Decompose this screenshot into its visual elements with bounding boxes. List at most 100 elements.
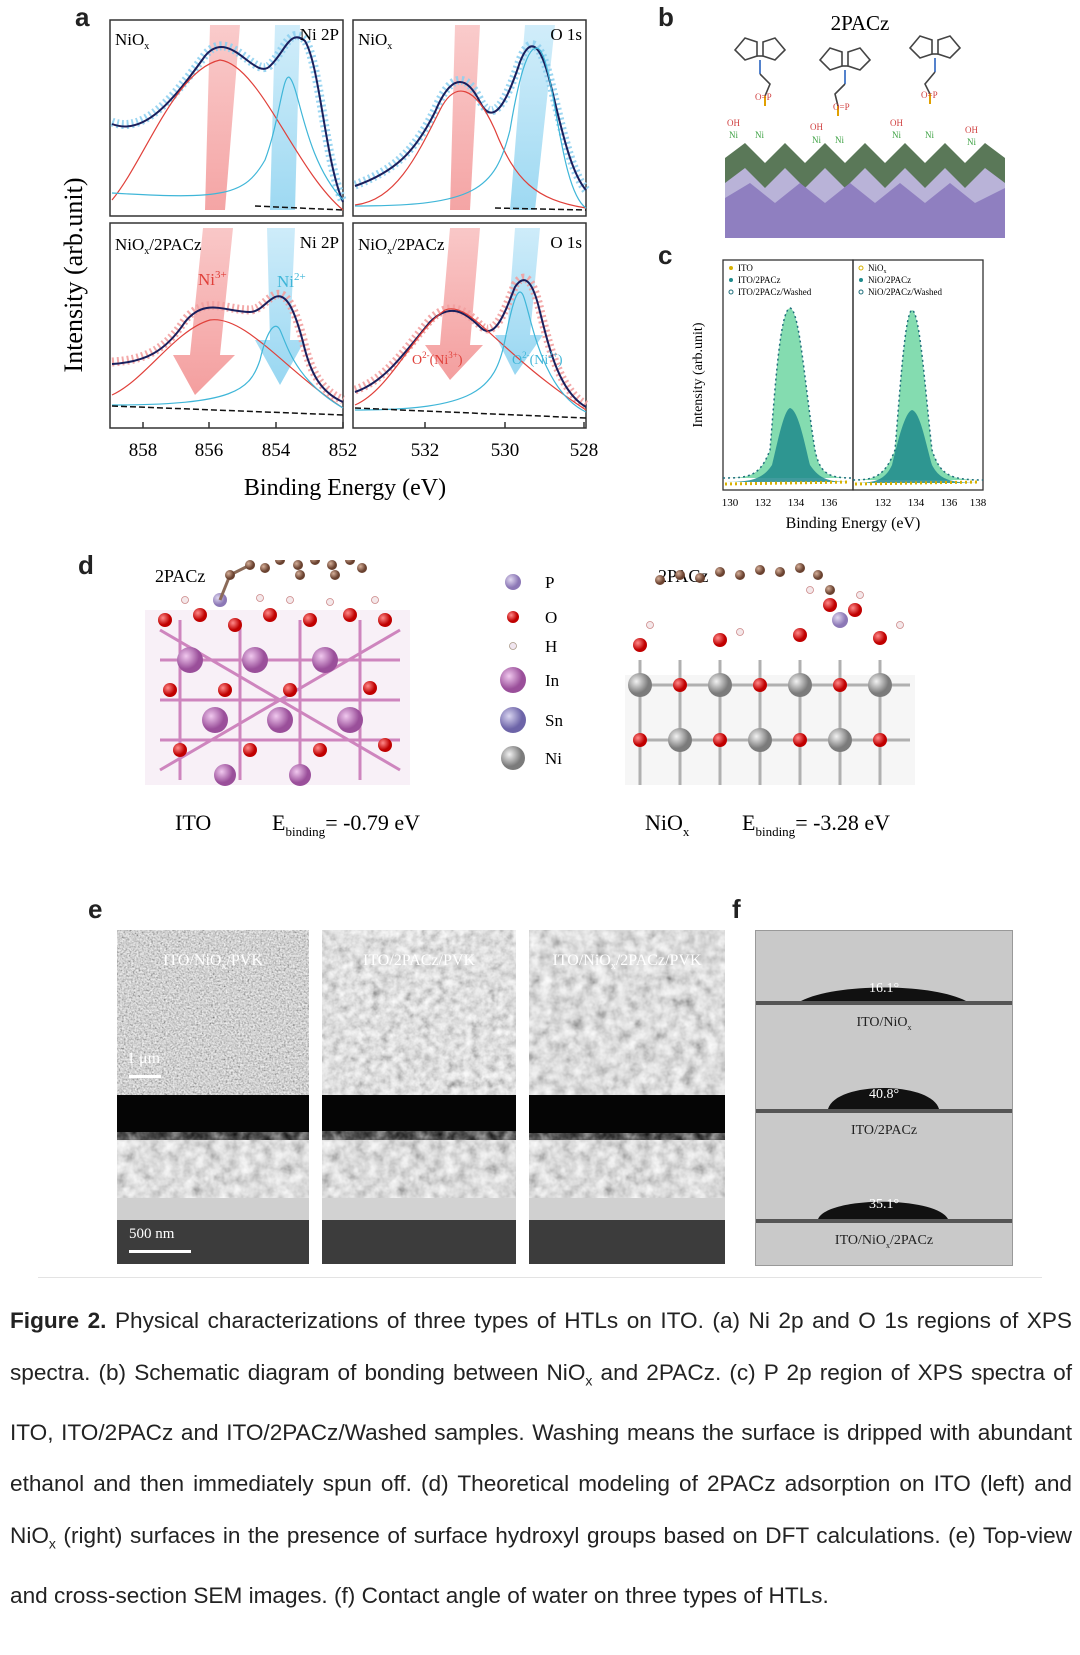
- panel-c-x-label: Binding Energy (eV): [786, 515, 921, 532]
- svg-text:NiOx/2PACz: NiOx/2PACz: [358, 235, 445, 257]
- caption-part-1: Physical characterizations of three type…: [10, 1308, 1072, 1385]
- c-right-legend-0: NiOx: [868, 263, 887, 275]
- angle-3: 35.1°: [868, 1197, 900, 1212]
- substrate-layer: [725, 183, 1005, 238]
- o-bottom-region: O 1s: [550, 233, 582, 252]
- subplot-o-top-frame: [352, 19, 587, 217]
- drop-label-2: ITO/2PACz: [850, 1123, 918, 1138]
- droplet-2: [828, 1088, 939, 1109]
- o-top-region: O 1s: [550, 25, 582, 44]
- caption-lead: Figure 2.: [10, 1308, 107, 1333]
- ni3-arrow: [173, 228, 235, 395]
- c-left-legend-0: ITO: [738, 263, 753, 273]
- divider: [38, 1277, 1042, 1278]
- c-right-legend-1: NiO/2PACz: [868, 275, 911, 285]
- phosphonate-label-1: O=P: [755, 92, 772, 102]
- c-right-legend-2: NiO/2PACz/Washed: [868, 287, 942, 297]
- ni-bottom-region: Ni 2P: [300, 233, 339, 252]
- legend-o: O: [545, 608, 557, 627]
- svg-text:NiOx/2PACz: NiOx/2PACz: [115, 235, 202, 257]
- ni-label-7: Ni: [967, 137, 976, 147]
- contact-angle-images: 16.1° ITO/NiOx 40.8° ITO/2PACz 35.1° ITO…: [755, 930, 1013, 1266]
- atom-legend: P O H In Sn Ni: [500, 573, 563, 770]
- caption-sub-2: x: [48, 1535, 56, 1552]
- sem-image-ito-2pacz-pvk: ITO/2PACz/PVK: [322, 930, 516, 1264]
- panel-d-label: d: [78, 550, 94, 580]
- scale-bar-bottom: 500 nm: [129, 1226, 175, 1242]
- legend-sn: Sn: [545, 711, 563, 730]
- o-top-sample-sub: x: [387, 41, 392, 52]
- ni-label-4: Ni: [835, 135, 844, 145]
- o-tick-1: 530: [491, 440, 520, 461]
- c-left-legend-1: ITO/2PACz: [738, 275, 781, 285]
- panel-c-label: c: [658, 240, 673, 270]
- panel-b-label: b: [658, 2, 674, 32]
- ni-top-sample-sub: x: [144, 41, 149, 52]
- panel-b-title: 2PACz: [831, 11, 890, 35]
- legend-p: P: [545, 573, 554, 592]
- subplot-ni-top-frame: [109, 19, 344, 217]
- o-bottom-sample-suffix: /2PACz: [392, 235, 445, 254]
- caption-sub-1: x: [585, 1372, 593, 1389]
- 2pacz-molecule: [733, 35, 962, 116]
- svg-text:NiOx: NiOx: [358, 30, 392, 52]
- ni-tick-1: 856: [195, 440, 224, 461]
- panel-d-dft-models: 2PACz 2PACz P O H In Sn Ni: [145, 560, 915, 839]
- panel-a-y-label: Intensity (arb.unit): [59, 178, 88, 373]
- subplot-o-top: [353, 25, 590, 211]
- ni2-arrow: [255, 228, 305, 385]
- svg-text:NiOx: NiOx: [115, 30, 149, 52]
- hydroxyl-label-4: OH: [965, 125, 978, 135]
- d-right-energy: Ebinding= -3.28 eV: [742, 810, 890, 839]
- d-right-substrate: NiOx: [645, 810, 690, 839]
- legend-in: In: [545, 671, 560, 690]
- panel-e-label: e: [88, 894, 103, 924]
- ni3-annotation: Ni3+: [198, 269, 227, 289]
- panel-f-label: f: [732, 894, 741, 924]
- phosphonate-label-3: O=P: [921, 90, 938, 100]
- sem-title-1: ITO/NiOx/PVK: [163, 952, 263, 973]
- o-tick-0: 532: [411, 440, 440, 461]
- angle-1: 16.1°: [868, 981, 900, 996]
- ni-bottom-sample-suffix: /2PACz: [149, 235, 202, 254]
- sem-title-3: ITO/NiOx/2PACz/PVK: [552, 952, 702, 973]
- ni-label-6: Ni: [925, 130, 934, 140]
- angle-2: 40.8°: [868, 1087, 900, 1102]
- o-tick-2: 528: [570, 440, 599, 461]
- o-ni2-annotation: O2-(Ni2+): [512, 350, 563, 368]
- phosphonate-label-2: O=P: [833, 102, 850, 112]
- ito-lattice: [145, 560, 410, 786]
- o-ni3-annotation: O2-(Ni3+): [412, 350, 463, 368]
- ni-label-1: Ni: [729, 130, 738, 140]
- legend-ni: Ni: [545, 749, 562, 768]
- subplot-o-bottom-frame: [352, 222, 587, 429]
- c-right-tick-3: 138: [970, 497, 987, 509]
- ni-tick-0: 858: [129, 440, 158, 461]
- subplot-ni-top: [110, 25, 348, 211]
- panel-c-xps-p2p: Intensity (arb.unit) ITO ITO/2PACz ITO/2…: [691, 259, 987, 532]
- ni2-annotation: Ni2+: [277, 271, 306, 291]
- droplet-3: [818, 1201, 948, 1219]
- sem-image-ito-niox-2pacz-pvk: ITO/NiOx/2PACz/PVK: [529, 930, 725, 1264]
- panel-a-x-label: Binding Energy (eV): [244, 475, 446, 501]
- c-left-legend-2: ITO/2PACz/Washed: [738, 287, 812, 297]
- d-left-title: 2PACz: [155, 566, 205, 586]
- d-left-energy: Ebinding= -0.79 eV: [272, 810, 420, 839]
- ni-bottom-sample-sub: x: [144, 246, 149, 257]
- caption-part-3: (right) surfaces in the presence of surf…: [10, 1522, 1072, 1608]
- o-top-sample: NiO: [358, 30, 387, 49]
- ni-top-sample: NiO: [115, 30, 144, 49]
- panel-c-y-label: Intensity (arb.unit): [691, 322, 706, 427]
- ni-tick-3: 852: [329, 440, 358, 461]
- figure-caption: Figure 2. Physical characterizations of …: [10, 1295, 1072, 1621]
- hydroxyl-label-3: OH: [890, 118, 903, 128]
- ito-washed-peak: [723, 308, 853, 478]
- sem-title-2: ITO/2PACz/PVK: [362, 952, 476, 969]
- c-left-tick-3: 136: [821, 497, 838, 509]
- ni-label-3: Ni: [812, 135, 821, 145]
- panel-a-xps-ni-o: Intensity (arb.unit): [59, 19, 599, 501]
- scale-bar-top: 1 μm: [127, 1050, 161, 1067]
- c-left-tick-2: 134: [788, 497, 805, 509]
- ni-label-5: Ni: [892, 130, 901, 140]
- c-right-tick-1: 134: [908, 497, 925, 509]
